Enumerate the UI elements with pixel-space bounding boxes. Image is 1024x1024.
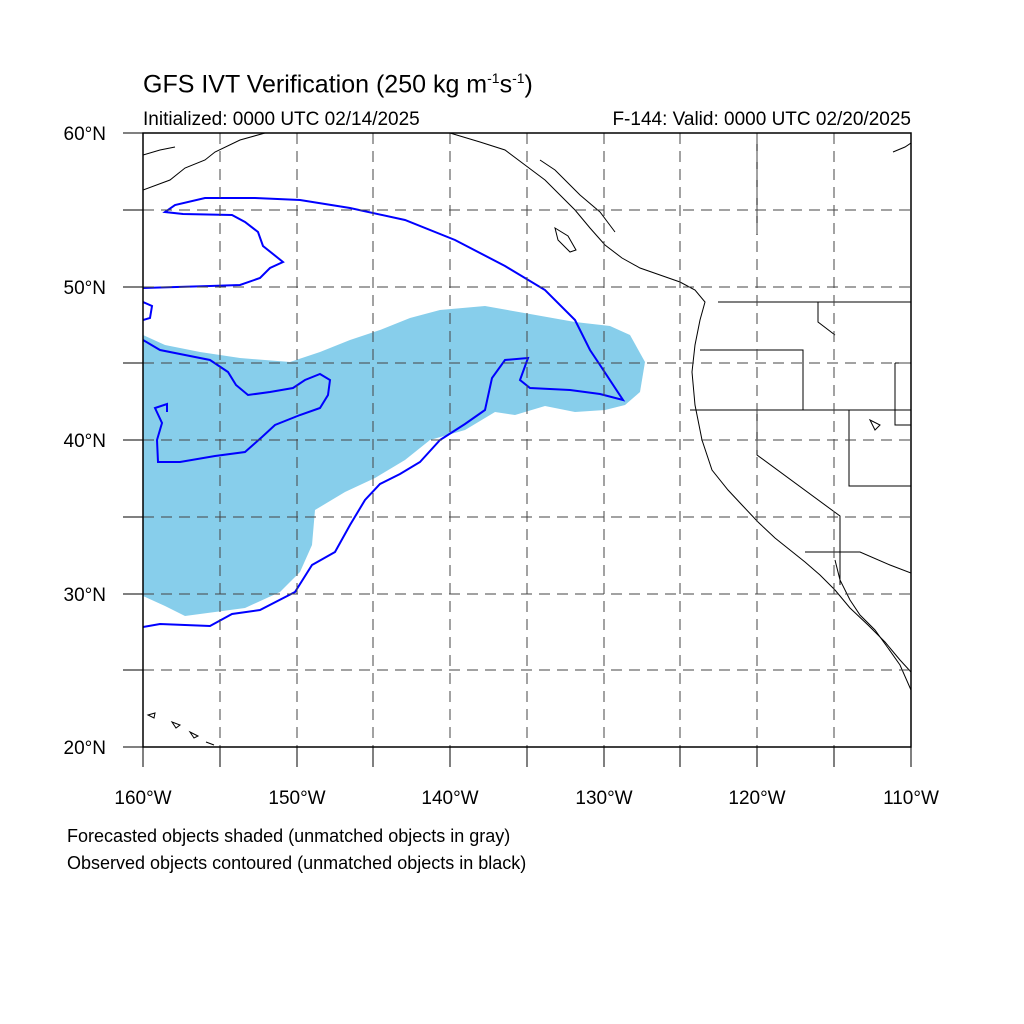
lat-label-60: 60°N	[64, 124, 106, 145]
lon-label-160w: 160°W	[114, 788, 171, 809]
lat-label-20: 20°N	[64, 738, 106, 759]
chart-title: GFS IVT Verification (250 kg m-1s-1)	[143, 70, 533, 99]
lat-label-40: 40°N	[64, 431, 106, 452]
observed-object-contour	[143, 197, 626, 628]
init-time-label: Initialized: 0000 UTC 02/14/2025	[143, 109, 420, 130]
lat-label-30: 30°N	[64, 585, 106, 606]
caption-observed: Observed objects contoured (unmatched ob…	[67, 853, 527, 873]
coastlines	[143, 133, 911, 746]
lat-lon-grid	[143, 133, 911, 747]
forecast-object-shaded	[143, 306, 645, 616]
valid-time-label: F-144: Valid: 0000 UTC 02/20/2025	[612, 109, 911, 130]
caption-forecast: Forecasted objects shaded (unmatched obj…	[67, 826, 511, 846]
lon-label-130w: 130°W	[575, 788, 632, 809]
lon-label-110w: 110°W	[883, 788, 939, 809]
lat-label-50: 50°N	[64, 278, 106, 299]
observed-object-contour-south	[143, 301, 332, 463]
lon-label-150w: 150°W	[268, 788, 325, 809]
axis-ticks	[123, 132, 912, 767]
lon-label-120w: 120°W	[728, 788, 785, 809]
lon-label-140w: 140°W	[421, 788, 478, 809]
